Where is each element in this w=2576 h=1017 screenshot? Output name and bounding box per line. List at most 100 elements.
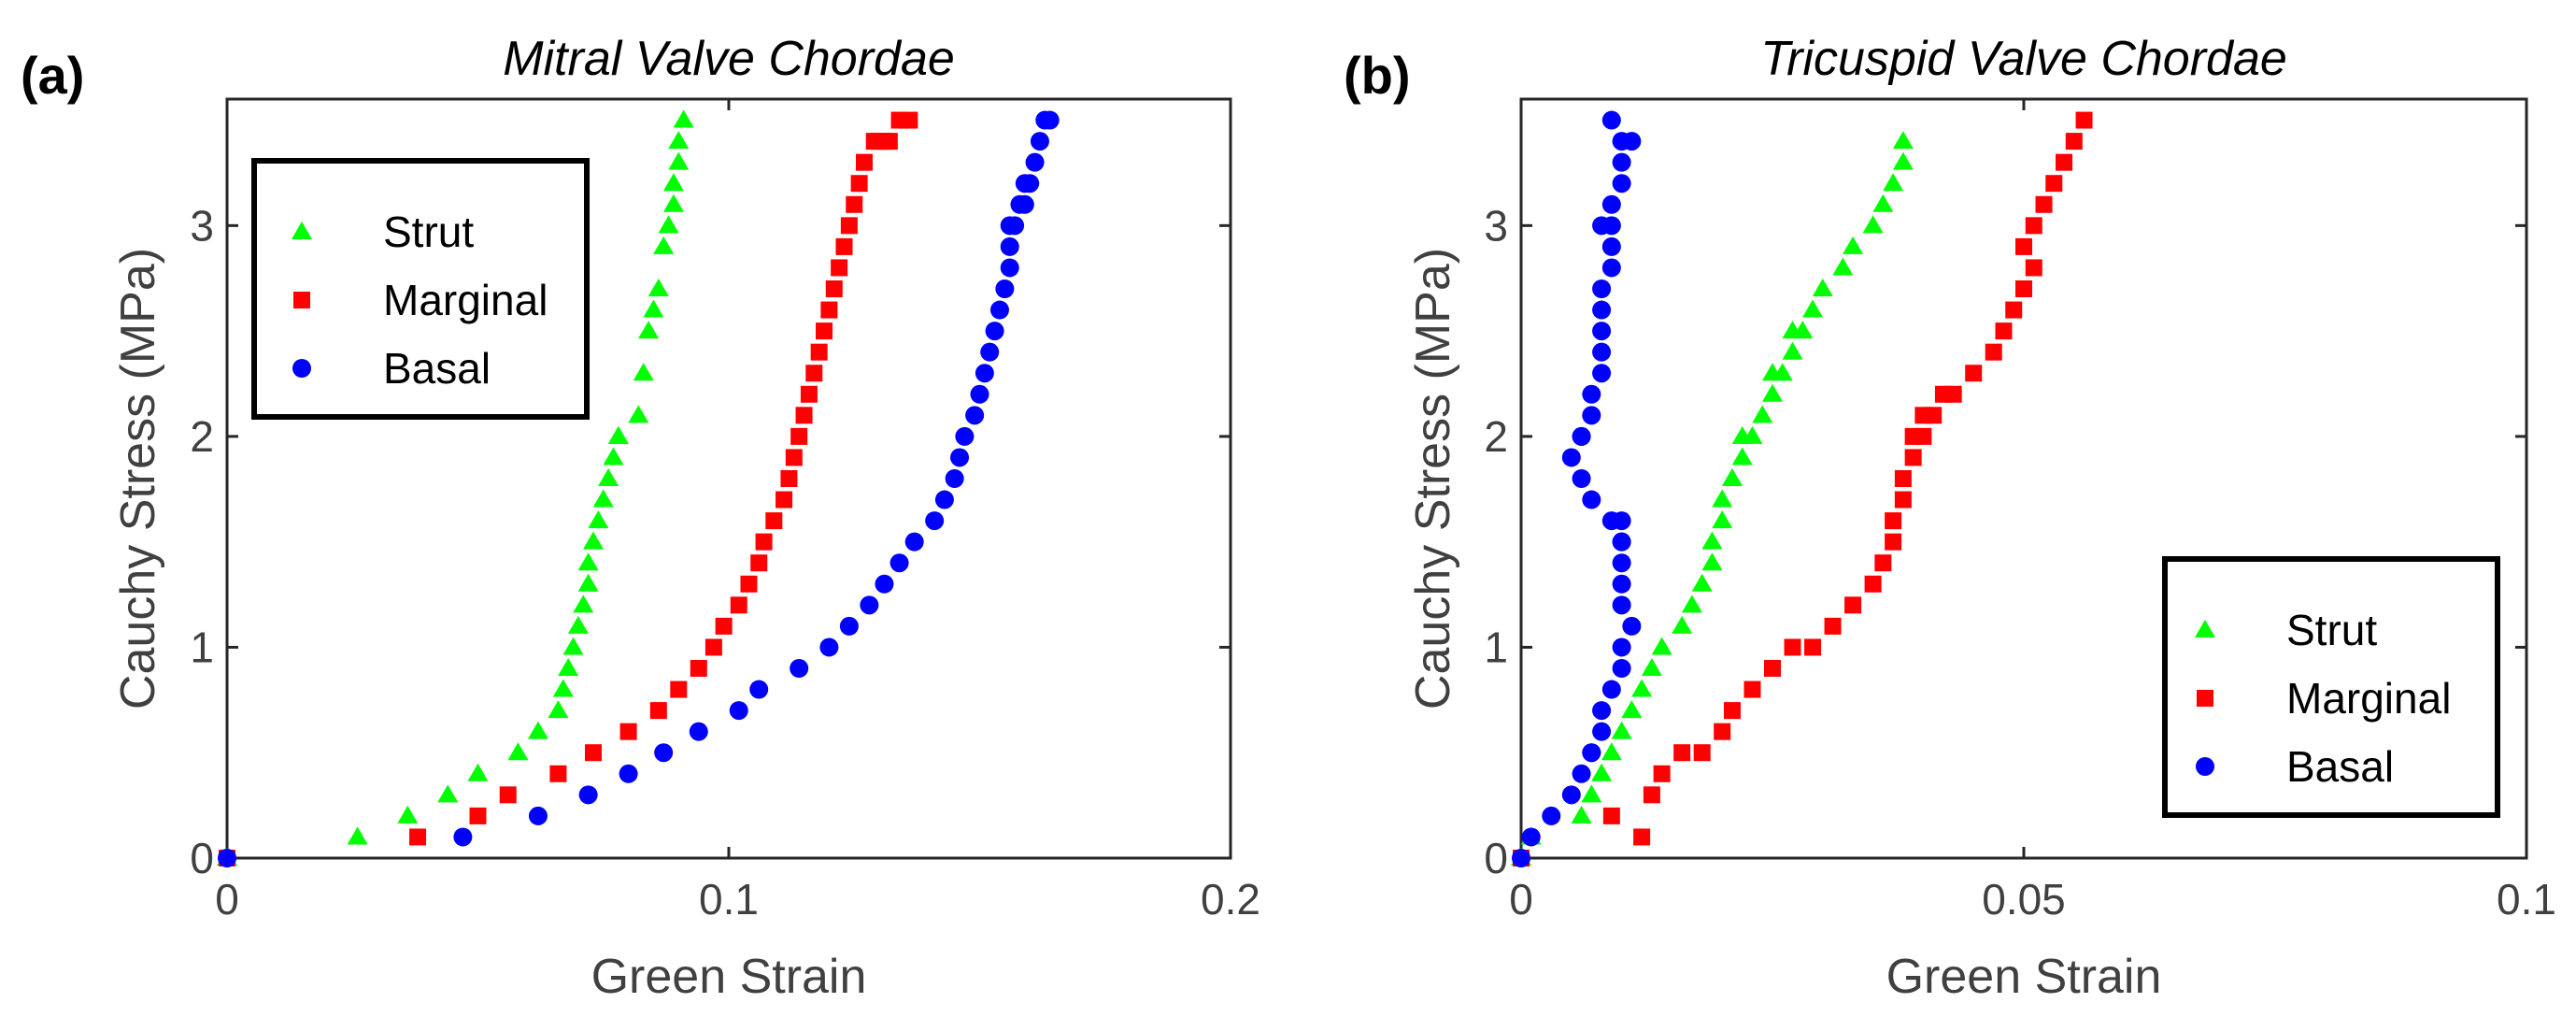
tricuspid-marginal-point (1633, 828, 1651, 846)
tricuspid-marginal-point (1904, 449, 1922, 466)
tricuspid-strut-point (1772, 363, 1793, 381)
mitral-strut-point (562, 637, 584, 655)
mitral-strut-point (653, 236, 675, 254)
mitral-basal-point (860, 595, 879, 615)
tricuspid-marginal-point (1693, 744, 1711, 762)
tricuspid-legend: Strut Marginal Basal (2162, 556, 2500, 818)
tricuspid-marginal-point (2025, 217, 2042, 235)
tricuspid-marginal-point (2035, 195, 2053, 213)
tricuspid-strut-point (1701, 531, 1723, 550)
tricuspid-strut-point (1731, 447, 1753, 466)
tricuspid-basal-point (1592, 279, 1612, 298)
mitral-strut-point (673, 109, 694, 128)
tricuspid-basal-point (1622, 616, 1642, 636)
tricuspid-legend-strut: Strut (2286, 606, 2377, 654)
tricuspid-strut-point (1843, 236, 1864, 254)
mitral-marginal-point (846, 195, 863, 213)
tricuspid-basal-point (1601, 194, 1621, 214)
tricuspid-marginal-point (2025, 259, 2042, 277)
tricuspid-strut-point (1892, 151, 1914, 170)
tricuspid-basal-point (1612, 132, 1631, 151)
mitral-strut-point (467, 763, 489, 781)
mitral-legend: Strut Marginal Basal (251, 158, 590, 420)
mitral-basal-point (619, 764, 638, 783)
tricuspid-marginal-point (1894, 470, 1912, 487)
mitral-x-tick-label: 0 (215, 875, 239, 924)
mitral-x-tick-label: 0.2 (1201, 875, 1260, 924)
tricuspid-chart-panel: (b) Tricuspid Valve Chordae 0 0.05 0.1 0 1 2 3… (1344, 32, 2556, 1004)
mitral-marginal-point (825, 280, 843, 297)
mitral-strut-point (347, 826, 368, 845)
mitral-x-axis-label: Green Strain (591, 950, 867, 1004)
tricuspid-x-tick-label: 0.1 (2497, 875, 2556, 924)
mitral-marginal-point (619, 723, 637, 740)
tricuspid-basal-point (1612, 637, 1631, 657)
tricuspid-marginal-point (1885, 512, 1902, 530)
mitral-marginal-point (780, 470, 798, 487)
mitral-marginal-point (816, 322, 833, 340)
tricuspid-strut-point (1581, 784, 1602, 803)
tricuspid-strut-point (1651, 637, 1672, 655)
tricuspid-marginal-point (1864, 575, 1882, 593)
tricuspid-strut-point (1591, 763, 1613, 781)
tricuspid-basal-point (1592, 300, 1612, 320)
tricuspid-y-axis-label: Cauchy Stress (MPa) (1406, 248, 1460, 709)
mitral-legend-marginal-marker (293, 292, 310, 308)
mitral-basal-point (925, 511, 945, 531)
tricuspid-strut-point (1691, 573, 1713, 592)
tricuspid-basal-point (1592, 364, 1612, 383)
mitral-y-tick-label: 3 (190, 201, 214, 250)
tricuspid-basal-point (1601, 680, 1621, 699)
mitral-marginal-point (790, 427, 808, 445)
tricuspid-marginal-point (1985, 343, 2002, 361)
mitral-marginal-point (549, 765, 567, 782)
mitral-marginal-point (831, 259, 848, 277)
tricuspid-marginal-point (1965, 365, 1983, 382)
mitral-basal-point (218, 849, 236, 867)
mitral-basal-point (839, 616, 859, 636)
tricuspid-basal-point (1612, 595, 1631, 615)
mitral-marginal-point (855, 153, 873, 171)
tricuspid-basal-point (1561, 448, 1581, 467)
mitral-basal-point (875, 574, 894, 594)
tricuspid-strut-point (1641, 658, 1662, 676)
mitral-strut-point (668, 131, 690, 150)
tricuspid-x-tick-label: 0 (1509, 875, 1533, 924)
tricuspid-basal-point (1572, 764, 1591, 783)
tricuspid-legend-strut-marker (2195, 620, 2215, 637)
tricuspid-marginal-point (1714, 723, 1731, 740)
mitral-legend-strut: Strut (383, 208, 474, 256)
tricuspid-strut-point (1802, 299, 1824, 318)
tricuspid-strut-point (1792, 321, 1814, 339)
tricuspid-basal-point (1542, 806, 1561, 825)
mitral-strut-point (573, 594, 594, 613)
mitral-basal-point (1000, 258, 1019, 278)
tricuspid-basal-point (1582, 490, 1601, 509)
mitral-marginal-point (755, 533, 773, 551)
mitral-strut-point (603, 447, 624, 466)
tricuspid-marginal-point (1743, 680, 1761, 698)
mitral-basal-point (1025, 152, 1045, 172)
mitral-basal-point (790, 659, 809, 678)
tricuspid-strut-point (1712, 489, 1733, 508)
mitral-x-tick-label: 0.1 (699, 875, 759, 924)
mitral-basal-point (995, 279, 1015, 298)
tricuspid-marginal-point (1643, 786, 1660, 804)
mitral-marginal-point (810, 343, 828, 361)
tricuspid-legend-marginal: Marginal (2286, 674, 2451, 723)
tricuspid-marginal-point (1824, 617, 1842, 635)
tricuspid-marginal-point (2015, 280, 2032, 297)
mitral-strut-point (643, 299, 664, 318)
mitral-marginal-point (730, 596, 747, 614)
tricuspid-strut-point (1631, 679, 1653, 697)
tricuspid-basal-point (1612, 532, 1631, 551)
mitral-strut-point (592, 489, 614, 508)
tricuspid-basal-point (1612, 152, 1631, 172)
mitral-strut-point (658, 215, 679, 234)
tricuspid-strut-point (1721, 468, 1743, 486)
tricuspid-strut-point (1701, 552, 1723, 571)
mitral-marginal-point (765, 512, 783, 530)
tricuspid-basal-point (1601, 236, 1621, 256)
mitral-marginal-point (499, 786, 517, 804)
mitral-strut-point (638, 321, 660, 339)
